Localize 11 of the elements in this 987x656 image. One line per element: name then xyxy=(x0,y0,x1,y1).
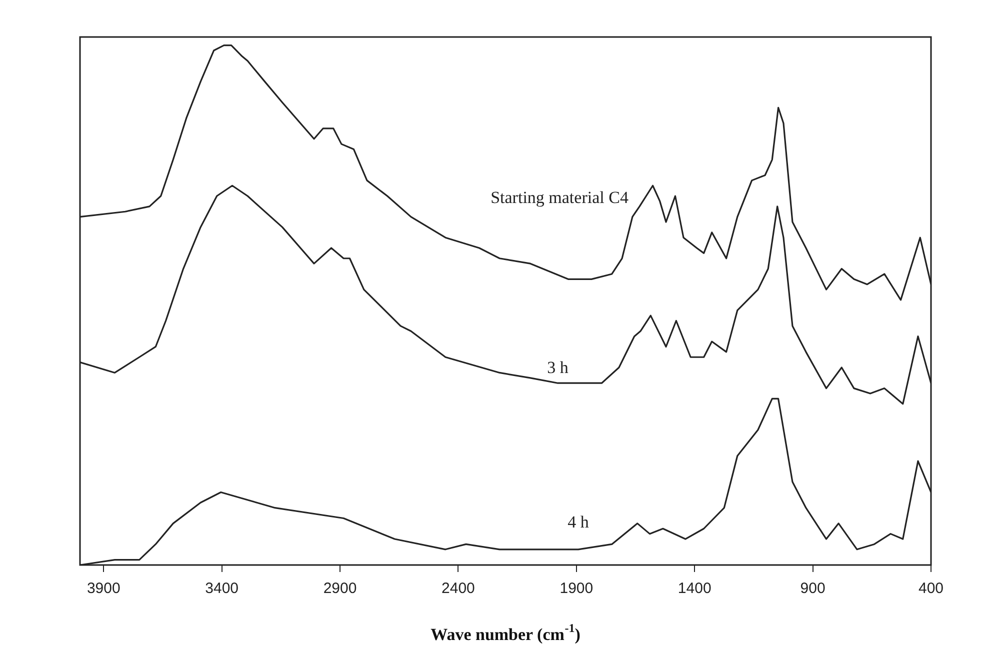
x-tick-label: 3400 xyxy=(205,580,239,598)
x-tick-label: 900 xyxy=(800,580,826,598)
series-label: 4 h xyxy=(568,512,590,532)
series-label: 3 h xyxy=(547,358,569,378)
x-tick-label: 1900 xyxy=(560,580,594,598)
series-label: Starting material C4 xyxy=(490,188,629,207)
x-tick-label: 2400 xyxy=(442,580,475,598)
x-tick-label: 400 xyxy=(918,580,944,598)
x-tick-label: 3900 xyxy=(86,580,120,598)
x-tick-label: 2900 xyxy=(323,580,357,598)
x-tick-label: 1400 xyxy=(678,580,712,598)
